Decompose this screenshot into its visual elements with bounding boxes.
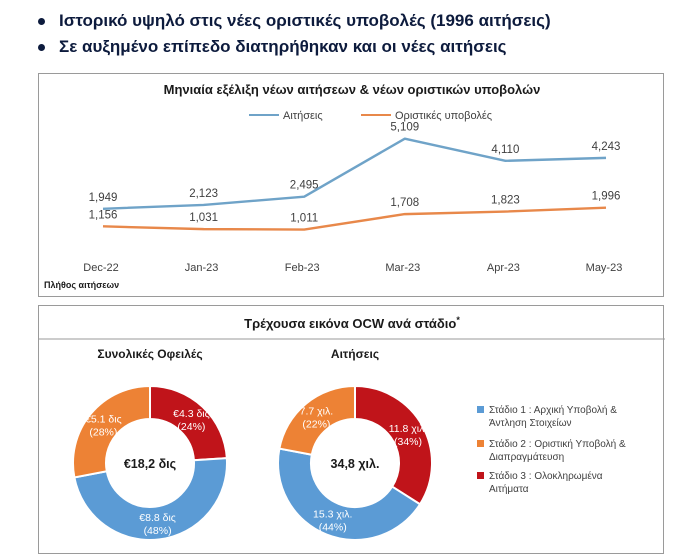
slice-label-percent: (44%) [319,521,347,533]
data-label: 1,996 [592,191,621,203]
data-label: 4,110 [491,144,519,156]
donut-center-label: €18,2 δις [124,457,176,471]
donut-charts: Τρέχουσα εικόνα OCW ανά στάδιο* Συνολικέ… [39,315,665,541]
slice-label-percent: (22%) [302,418,330,430]
slice-label-percent: (34%) [394,436,422,448]
data-label: 1,949 [89,192,118,204]
slice-label: 11.8 χιλ. (34%) [389,423,428,448]
legend-label-stage-3-line2: Αιτήματα [489,483,529,495]
slice-label: €4.3 δις (24%) [173,408,210,433]
line-plot-area: 1,949 2,123 2,495 5,109 4,110 4,243 1,156 1,031… [83,122,622,274]
data-label: 1,708 [390,197,419,209]
legend-label-stage-3: Στάδιο 3 : Ολοκληρωμένα Αιτήματα [489,470,605,495]
donut-slice [277,447,422,541]
slice-label-percent: (28%) [89,426,117,438]
legend-label-stage-1: Στάδιο 1 : Αρχική Υποβολή & Άντληση Στοι… [489,404,620,429]
legend-label-final-submissions: Οριστικές υποβολές [395,110,492,122]
legend-label-applications: Αιτήσεις [283,110,323,122]
x-tick-label: Feb-23 [285,262,320,274]
legend-label-stage-3-line1: Στάδιο 3 : Ολοκληρωμένα [489,470,603,482]
legend-label-stage-1-line1: Στάδιο 1 : Αρχική Υποβολή & [489,404,617,416]
donut-panel-title-mark: * [456,315,460,325]
donut-slice [278,384,356,456]
donut-title-total-debt: Συνολικές Οφειλές [97,347,202,361]
slice-label: 7.7 χιλ. (22%) [300,405,334,430]
line-chart: Μηνιαία εξέλιξη νέων αιτήσεων & νέων ορι… [44,82,622,290]
line-chart-panel: Μηνιαία εξέλιξη νέων αιτήσεων & νέων ορι… [38,73,664,297]
slice-label: 15.3 χιλ. (44%) [313,508,352,533]
stage-legend: Στάδιο 1 : Αρχική Υποβολή & Άντληση Στοι… [477,404,628,495]
donut-center-label: 34,8 χιλ. [331,457,380,471]
donut-slice [354,384,433,506]
legend-label-stage-2-line2: Διαπραγμάτευση [489,451,564,463]
data-label: 2,123 [189,188,218,200]
line-chart-title: Μηνιαία εξέλιξη νέων αιτήσεων & νέων ορι… [164,82,541,97]
donut-panel-title-text: Τρέχουσα εικόνα OCW ανά στάδιο [244,316,456,331]
donut-slice [72,384,151,479]
bullet-text: Ιστορικό υψηλό στις νέες οριστικές υποβο… [59,11,551,30]
slice-label-value: €5.1 δις [85,413,122,425]
slice-label-value: 15.3 χιλ. [313,508,352,520]
x-tick-label: Dec-22 [83,262,118,274]
data-label: 1,011 [290,213,318,225]
slice-label-value: 11.8 χιλ. [389,423,428,435]
data-label: 1,823 [491,195,520,207]
donut-plot-area: €4.3 δις (24%)€8.8 δις (48%)€5.1 δις (28%)€… [72,384,433,541]
line-chart-legend: Αιτήσεις Οριστικές υποβολές [249,110,492,122]
x-tick-label: Mar-23 [385,262,420,274]
series-line-final-submissions [102,206,607,231]
x-tick-label: Apr-23 [487,262,520,274]
data-label: 1,156 [89,209,118,221]
legend-swatch-stage-3 [477,472,484,479]
bullet-item: Σε αυξημένο επίπεδο διατηρήθηκαν και οι … [38,34,551,60]
bullet-dot-icon [38,43,45,51]
data-label: 4,243 [592,141,621,153]
slice-label-value: 7.7 χιλ. [300,405,334,417]
x-tick-label: Jan-23 [185,262,219,274]
x-tick-label: May-23 [586,262,623,274]
legend-label-stage-2-line1: Στάδιο 2 : Οριστική Υποβολή & [489,438,626,450]
line-chart-footnote: Πλήθος αιτήσεων [44,280,119,290]
legend-swatch-stage-2 [477,440,484,447]
bullet-dot-icon [38,17,45,25]
legend-swatch-stage-1 [477,406,484,413]
donut-chart-panel: Τρέχουσα εικόνα OCW ανά στάδιο* Συνολικέ… [38,305,665,554]
legend-label-stage-1-line2: Άντληση Στοιχείων [489,417,572,429]
series-line-applications [102,137,607,210]
slice-label-percent: (24%) [177,421,205,433]
bullet-text: Σε αυξημένο επίπεδο διατηρήθηκαν και οι … [59,37,507,56]
bullet-list: Ιστορικό υψηλό στις νέες οριστικές υποβο… [38,8,551,60]
slice-label: €5.1 δις (28%) [85,413,122,438]
data-label: 5,109 [390,122,419,134]
donut-panel-title: Τρέχουσα εικόνα OCW ανά στάδιο* [244,315,460,331]
data-label: 1,031 [189,212,218,224]
legend-label-stage-2: Στάδιο 2 : Οριστική Υποβολή & Διαπραγμάτ… [489,438,628,463]
data-label: 2,495 [290,180,319,192]
slice-label: €8.8 δις (48%) [139,512,176,537]
slice-label-percent: (48%) [144,525,172,537]
bullet-item: Ιστορικό υψηλό στις νέες οριστικές υποβο… [38,8,551,34]
donut-slice [73,457,228,541]
slice-label-value: €4.3 δις [173,408,210,420]
slice-label-value: €8.8 δις [139,512,176,524]
donut-title-applications: Αιτήσεις [331,347,379,361]
